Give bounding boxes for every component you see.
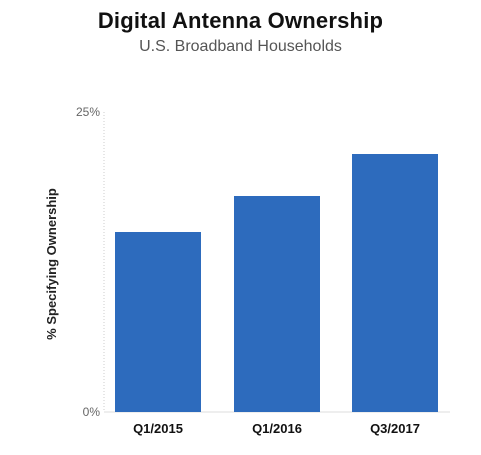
bars-layer xyxy=(115,154,438,412)
x-category-label: Q1/2015 xyxy=(133,421,183,436)
x-category-label: Q1/2016 xyxy=(252,421,302,436)
bar-q1-2015 xyxy=(115,232,201,412)
labels-layer: Q1/2015 Q1/2016 Q3/2017 xyxy=(133,421,420,436)
chart-subtitle: U.S. Broadband Households xyxy=(139,38,342,55)
y-tick-label: 0% xyxy=(83,405,101,419)
chart-title: Digital Antenna Ownership xyxy=(97,8,384,33)
bar-q1-2016 xyxy=(234,196,320,412)
y-tick-label: 25% xyxy=(76,105,100,119)
x-category-label: Q3/2017 xyxy=(370,421,420,436)
bar-q3-2017 xyxy=(352,154,438,412)
y-axis-title: % Specifying Ownership xyxy=(44,188,59,340)
